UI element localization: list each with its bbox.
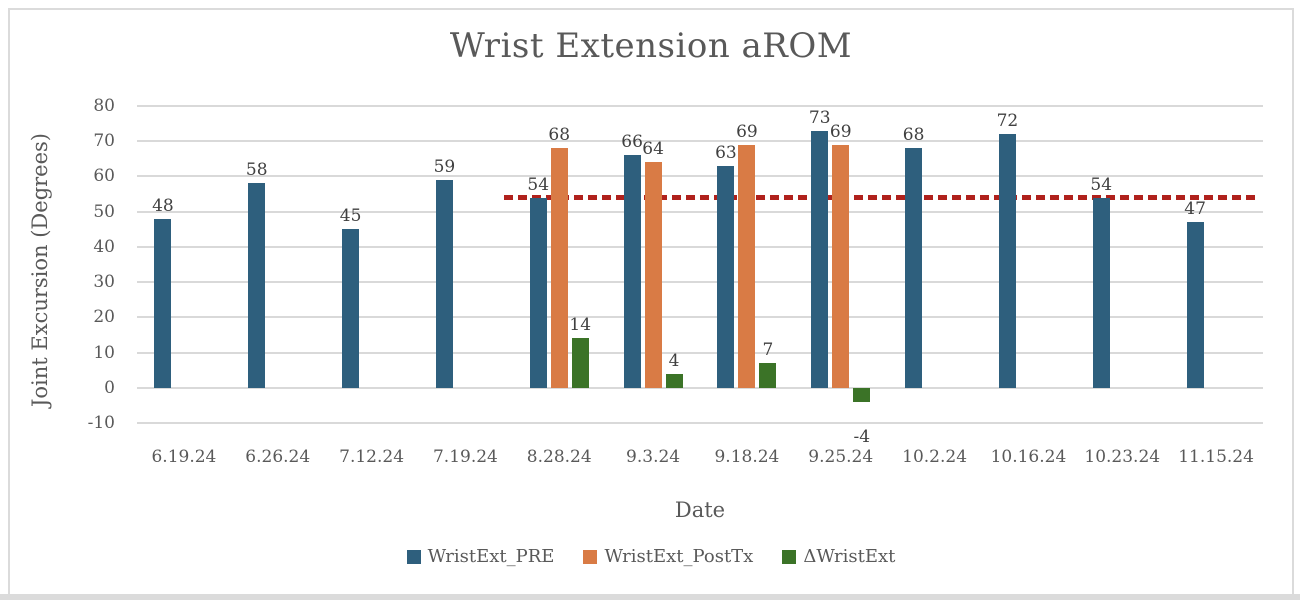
plot-area: 80 70 60 50 40 30 20 10 0 -10 48 58 45 59 54 66 63 73 68 72… xyxy=(10,10,1292,592)
bar xyxy=(623,155,641,388)
legend-item: ΔWristExt xyxy=(782,546,895,567)
y-axis-tick-label: 70 xyxy=(93,131,115,152)
data-label: 68 xyxy=(548,125,571,146)
data-label: -4 xyxy=(853,427,871,447)
y-axis-tick-label: 10 xyxy=(93,342,115,363)
bar xyxy=(905,148,923,388)
x-axis-tick-label: 9.18.24 xyxy=(714,447,780,467)
y-axis-tick-label: 0 xyxy=(104,377,115,398)
y-axis-tick-label: 30 xyxy=(93,272,115,293)
bar xyxy=(154,218,172,388)
bar xyxy=(853,387,871,402)
x-axis-tick-label: 7.12.24 xyxy=(339,447,405,467)
data-label: 66 xyxy=(621,132,643,153)
bar xyxy=(759,363,777,388)
x-axis-tick-label: 11.15.24 xyxy=(1178,447,1254,467)
x-axis-tick-label: 9.25.24 xyxy=(808,447,874,467)
bar xyxy=(342,229,360,388)
bar xyxy=(529,197,547,388)
bar xyxy=(1092,197,1110,388)
bar xyxy=(665,373,683,388)
data-label: 63 xyxy=(715,142,737,163)
data-label: 45 xyxy=(339,206,362,227)
gridline xyxy=(137,175,1263,178)
bar xyxy=(571,338,589,388)
legend: WristExt_PRE WristExt_PostTx ΔWristExt xyxy=(10,546,1292,567)
x-axis-tick-label: 10.16.24 xyxy=(990,447,1067,467)
gridline xyxy=(137,422,1263,424)
y-axis-tick-label: 80 xyxy=(93,96,115,116)
y-axis-tick-label: 40 xyxy=(93,236,115,257)
gridline xyxy=(137,245,1263,248)
data-label: 58 xyxy=(245,160,268,181)
bar xyxy=(644,162,662,388)
legend-item: WristExt_PRE xyxy=(406,546,555,567)
gridline xyxy=(137,210,1263,213)
window-edge-strip xyxy=(0,594,1300,600)
data-label: 14 xyxy=(569,315,592,336)
legend-swatch-icon xyxy=(782,549,797,564)
legend-swatch-icon xyxy=(406,549,421,564)
data-label: 54 xyxy=(1090,174,1113,195)
chart-title: Wrist Extension aROM xyxy=(449,26,853,66)
y-axis-tick-label: 60 xyxy=(93,166,115,187)
data-label: 47 xyxy=(1184,199,1206,220)
gridline xyxy=(137,281,1263,284)
x-axis-tick-label: 9.3.24 xyxy=(626,447,681,467)
legend-label: WristExt_PRE xyxy=(427,546,555,567)
gridline xyxy=(137,105,1263,107)
data-label: 69 xyxy=(829,121,852,142)
gridline xyxy=(137,316,1263,319)
y-axis-tick-label: 50 xyxy=(93,201,115,222)
data-label: 4 xyxy=(668,350,680,371)
data-label: 48 xyxy=(152,195,174,216)
reference-line xyxy=(504,195,1255,201)
x-axis-tick-label: 10.2.24 xyxy=(902,447,968,467)
x-axis-tick-label: 8.28.24 xyxy=(526,447,592,467)
gridline xyxy=(137,386,1263,389)
x-axis-tick-label: 6.26.24 xyxy=(245,447,311,467)
x-axis-title: Date xyxy=(674,498,726,522)
bar xyxy=(738,144,756,388)
data-label: 64 xyxy=(642,139,664,160)
data-label: 7 xyxy=(762,340,774,361)
gridline xyxy=(137,140,1263,143)
legend-item: WristExt_PostTx xyxy=(583,546,753,567)
bar xyxy=(811,130,829,388)
bar xyxy=(435,179,453,388)
x-axis-tick-label: 10.23.24 xyxy=(1084,447,1161,467)
legend-label: WristExt_PostTx xyxy=(604,546,754,567)
chart-container: Wrist Extension aROM Joint Excursion (De… xyxy=(8,8,1294,594)
x-axis-tick-label: 7.19.24 xyxy=(432,447,498,467)
data-label: 72 xyxy=(996,111,1019,132)
data-label: 73 xyxy=(808,107,831,128)
gridline xyxy=(137,351,1263,354)
bar xyxy=(248,183,266,388)
legend-swatch-icon xyxy=(583,549,598,564)
data-label: 54 xyxy=(527,174,550,195)
bar xyxy=(832,144,850,388)
bar xyxy=(998,134,1016,388)
bar xyxy=(550,148,568,388)
y-axis-tick-label: -10 xyxy=(87,413,115,433)
data-label: 59 xyxy=(433,156,456,177)
data-label: 69 xyxy=(736,121,758,142)
bar xyxy=(717,165,735,388)
data-label: 68 xyxy=(902,125,925,146)
x-axis-tick-label: 6.19.24 xyxy=(151,447,217,467)
y-axis-tick-label: 20 xyxy=(93,307,115,328)
bar xyxy=(1186,222,1204,388)
legend-label: ΔWristExt xyxy=(803,546,896,567)
